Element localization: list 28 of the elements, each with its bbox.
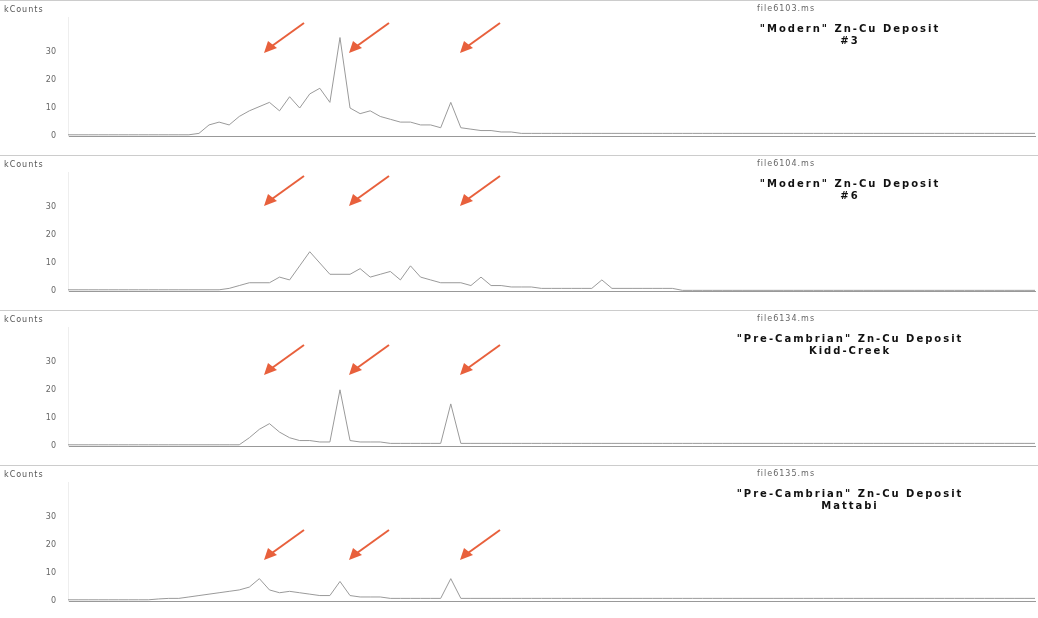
chart-title: file6104.ms: [757, 159, 816, 168]
y-tick-label: 20: [45, 229, 56, 239]
chart-title: file6103.ms: [757, 4, 816, 13]
y-tick-label: 0: [50, 441, 56, 451]
chart-title: file6134.ms: [757, 314, 816, 323]
y-tick-label: 10: [45, 413, 56, 423]
y-tick-label: 30: [45, 511, 56, 521]
text: "Modern" Zn-Cu Deposit #6: [758, 178, 942, 202]
chart-title: file6135.ms: [757, 469, 816, 478]
y-tick-label: 30: [45, 46, 56, 56]
y-axis-title: kCounts: [4, 5, 44, 14]
y-axis-title: kCounts: [4, 160, 44, 169]
text: "Modern" Zn-Cu Deposit #3: [758, 23, 942, 47]
y-tick-label: 10: [45, 568, 56, 578]
y-tick-label: 30: [45, 356, 56, 366]
y-tick-label: 10: [45, 258, 56, 268]
y-tick-label: 30: [45, 201, 56, 211]
y-tick-label: 10: [45, 103, 56, 113]
text: "Pre-Cambrian" Zn-Cu Deposit Kidd-Creek: [735, 333, 965, 357]
y-tick-label: 0: [50, 596, 56, 606]
y-tick-label: 0: [50, 131, 56, 141]
y-axis-title: kCounts: [4, 315, 44, 324]
y-tick-label: 20: [45, 384, 56, 394]
y-axis-title: kCounts: [4, 470, 44, 479]
y-tick-label: 20: [45, 74, 56, 84]
y-tick-label: 0: [50, 286, 56, 296]
y-tick-label: 20: [45, 539, 56, 549]
text: "Pre-Cambrian" Zn-Cu Deposit Mattabi: [735, 488, 965, 512]
